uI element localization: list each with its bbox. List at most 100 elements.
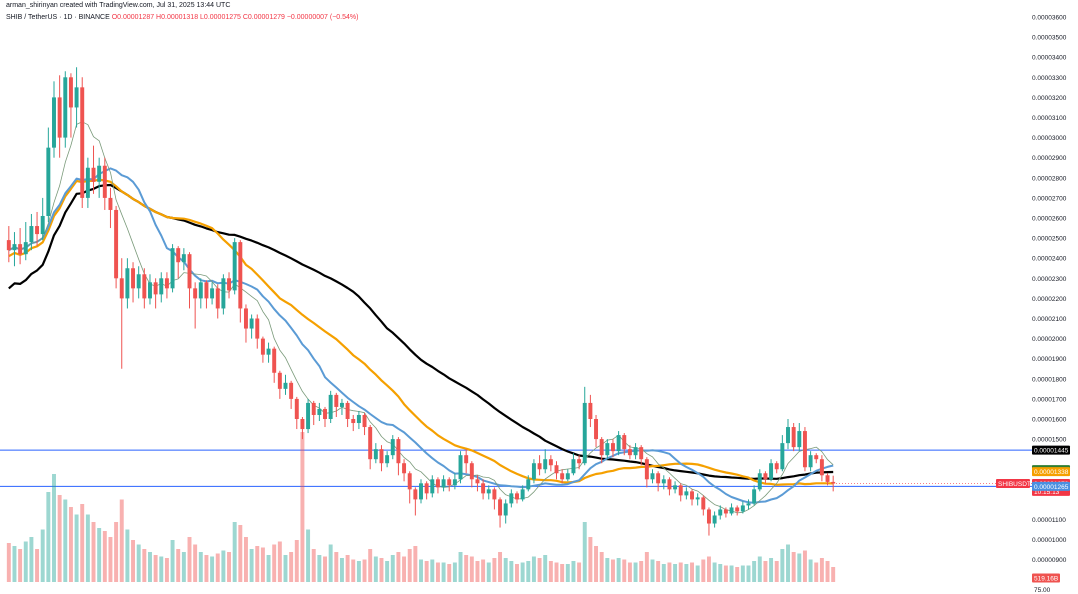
symbol-name[interactable]: SHIB / TetherUS · 1D · BINANCE	[6, 14, 110, 21]
candle-body	[774, 463, 779, 470]
volume-bar	[712, 562, 717, 582]
candle-body	[780, 443, 785, 470]
candle-body	[610, 443, 615, 452]
volume-bars	[6, 432, 836, 582]
candle-body	[362, 414, 367, 428]
price-label-box	[996, 479, 1030, 489]
volume-bar	[441, 562, 446, 582]
y-tick-label: 0.00002100	[1032, 316, 1067, 323]
candle-body	[599, 439, 604, 456]
volume-bar	[706, 556, 711, 582]
candle-body	[402, 463, 407, 474]
candle-body	[819, 459, 824, 476]
volume-bar	[492, 558, 497, 582]
candle-body	[328, 394, 333, 419]
volume-bar	[159, 556, 164, 582]
volume-bar	[334, 552, 339, 582]
candle-body	[548, 459, 553, 466]
candle-body	[791, 427, 796, 448]
price-label-box	[1032, 467, 1070, 477]
candle-body	[503, 503, 508, 516]
volume-bar	[526, 561, 531, 582]
chart-attribution: arman_shirinyan created with TradingView…	[6, 2, 231, 9]
volume-bar	[379, 558, 384, 582]
candle-body	[554, 465, 559, 474]
candle-body	[232, 242, 237, 291]
candle-body	[746, 503, 751, 506]
volume-bar	[740, 565, 745, 582]
candle-body	[181, 254, 186, 263]
candle-body	[543, 459, 548, 470]
candle-body	[356, 414, 361, 424]
candle-body	[469, 463, 474, 480]
candle-body	[424, 483, 429, 494]
candle-body	[616, 435, 621, 452]
y-tick-label: 0.00002400	[1032, 256, 1067, 263]
candle-body	[97, 165, 102, 182]
candle-body	[80, 87, 85, 198]
candle-body	[119, 278, 124, 299]
candle-body	[526, 479, 531, 490]
volume-bar	[108, 537, 113, 582]
volume-bar	[148, 552, 152, 582]
candle-body	[74, 87, 79, 108]
volume-bar	[198, 552, 203, 582]
volume-bar	[797, 553, 802, 582]
volume-bar	[735, 567, 740, 582]
volume-bar	[571, 561, 576, 582]
candle-body	[108, 197, 113, 210]
volume-bar	[351, 559, 356, 582]
candle-body	[221, 278, 226, 309]
price-axis[interactable]: 0.00003600 0.00003500 0.00003400 0.00003300…	[1032, 15, 1067, 565]
y-tick-label: 0.00002500	[1032, 236, 1067, 243]
volume-bar	[802, 550, 807, 582]
volume-bar	[509, 561, 514, 582]
volume-bar	[769, 558, 774, 582]
volume-bar	[125, 529, 130, 582]
volume-bar	[515, 564, 519, 582]
candle-body	[351, 419, 356, 424]
candle-body	[198, 282, 203, 299]
candle-body	[255, 318, 260, 339]
volume-bar	[780, 549, 785, 582]
volume-bar	[91, 522, 96, 582]
volume-bar	[385, 561, 390, 582]
candle-body	[238, 242, 243, 309]
ohlc-values: O0.00001287 H0.00001318 L0.00001275 C0.0…	[111, 14, 359, 21]
volume-bar	[752, 561, 757, 582]
candle-body	[797, 431, 802, 448]
price-label-text: 0.00001338	[1034, 469, 1069, 476]
volume-bar	[339, 558, 344, 582]
volume-bar	[430, 559, 435, 582]
volume-bar	[498, 552, 503, 582]
candle-body	[272, 348, 277, 373]
volume-bar	[791, 552, 796, 582]
candle-body	[763, 473, 768, 480]
y-tick-label: 0.00003500	[1032, 35, 1067, 42]
candle-body	[52, 97, 56, 148]
volume-bar	[537, 558, 542, 582]
candle-body	[509, 493, 514, 504]
volume-bar	[238, 525, 243, 582]
candle-body	[486, 489, 491, 494]
candle-body	[452, 479, 457, 486]
price-label-text: SHIBUSDT	[998, 481, 1031, 488]
volume-bar	[80, 504, 85, 582]
candle-body	[142, 274, 147, 299]
volume-bar	[622, 559, 627, 582]
candle-body	[413, 489, 418, 500]
candle-body	[786, 427, 790, 444]
volume-bar	[458, 552, 463, 582]
volume-bar	[656, 561, 661, 582]
volume-bar	[136, 544, 141, 582]
candle-body	[68, 77, 73, 108]
volume-bar	[678, 562, 683, 582]
candle-body	[40, 215, 45, 235]
volume-bar	[85, 514, 90, 582]
volume-bar	[170, 540, 175, 582]
volume-bar	[390, 555, 395, 582]
candle-body	[537, 463, 542, 470]
candle-body	[757, 473, 762, 490]
volume-bar	[627, 562, 632, 582]
